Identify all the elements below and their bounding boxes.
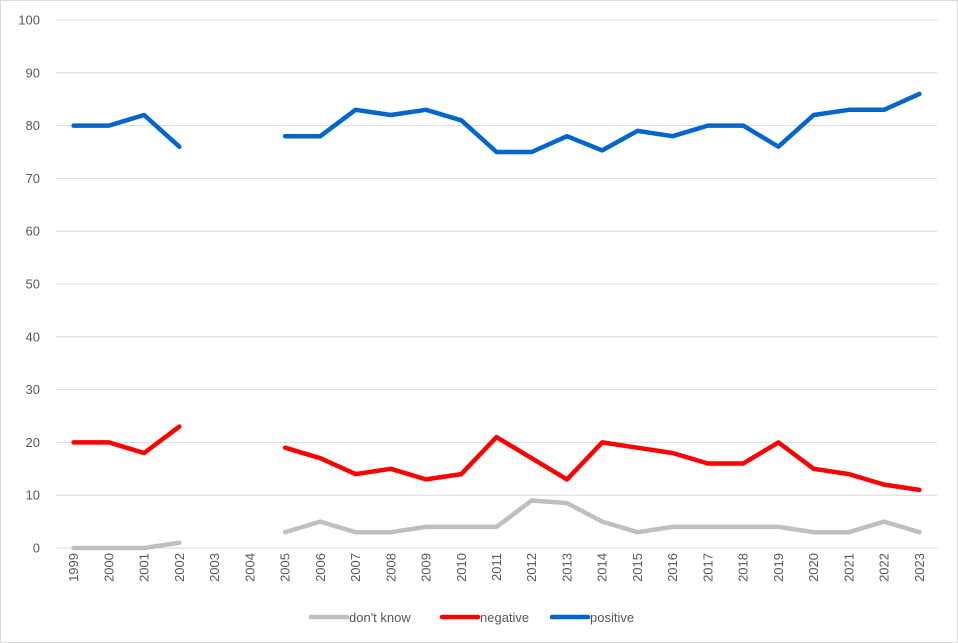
x-tick-label: 2013 bbox=[559, 553, 574, 582]
x-tick-label: 2023 bbox=[912, 553, 927, 582]
y-tick-label: 100 bbox=[18, 13, 40, 28]
x-tick-label: 2016 bbox=[665, 553, 680, 582]
series-line-negative bbox=[71, 424, 922, 493]
x-tick-label: 2017 bbox=[700, 553, 715, 582]
x-tick-label: 2001 bbox=[137, 553, 152, 582]
x-tick-label: 2022 bbox=[877, 553, 892, 582]
legend-label: positive bbox=[590, 610, 634, 625]
x-tick-label: 2012 bbox=[524, 553, 539, 582]
x-tick-label: 2021 bbox=[841, 553, 856, 582]
x-tick-label: 2015 bbox=[630, 553, 645, 582]
x-tick-label: 2008 bbox=[383, 553, 398, 582]
x-tick-label: 2005 bbox=[278, 553, 293, 582]
legend-label: don't know bbox=[349, 610, 411, 625]
x-tick-label: 2003 bbox=[207, 553, 222, 582]
y-tick-label: 40 bbox=[26, 329, 40, 344]
x-tick-label: 2007 bbox=[348, 553, 363, 582]
y-tick-label: 80 bbox=[26, 118, 40, 133]
y-tick-label: 50 bbox=[26, 277, 40, 292]
y-tick-label: 20 bbox=[26, 435, 40, 450]
x-tick-label: 2002 bbox=[172, 553, 187, 582]
y-tick-label: 70 bbox=[26, 171, 40, 186]
series-line-positive bbox=[71, 91, 922, 155]
y-tick-label: 10 bbox=[26, 488, 40, 503]
y-tick-label: 30 bbox=[26, 382, 40, 397]
y-tick-label: 90 bbox=[26, 65, 40, 80]
x-tick-label: 2006 bbox=[313, 553, 328, 582]
y-tick-label: 60 bbox=[26, 224, 40, 239]
x-tick-label: 2010 bbox=[454, 553, 469, 582]
x-tick-label: 2000 bbox=[101, 553, 116, 582]
x-tick-label: 2009 bbox=[419, 553, 434, 582]
y-tick-label: 0 bbox=[33, 541, 40, 556]
x-tick-label: 2018 bbox=[736, 553, 751, 582]
series-line-don-t-know bbox=[71, 498, 922, 551]
x-tick-label: 2019 bbox=[771, 553, 786, 582]
x-tick-label: 1999 bbox=[66, 553, 81, 582]
legend-label: negative bbox=[480, 610, 529, 625]
x-tick-label: 2020 bbox=[806, 553, 821, 582]
x-tick-label: 2004 bbox=[242, 553, 257, 582]
x-tick-label: 2014 bbox=[595, 553, 610, 582]
x-tick-label: 2011 bbox=[489, 553, 504, 581]
